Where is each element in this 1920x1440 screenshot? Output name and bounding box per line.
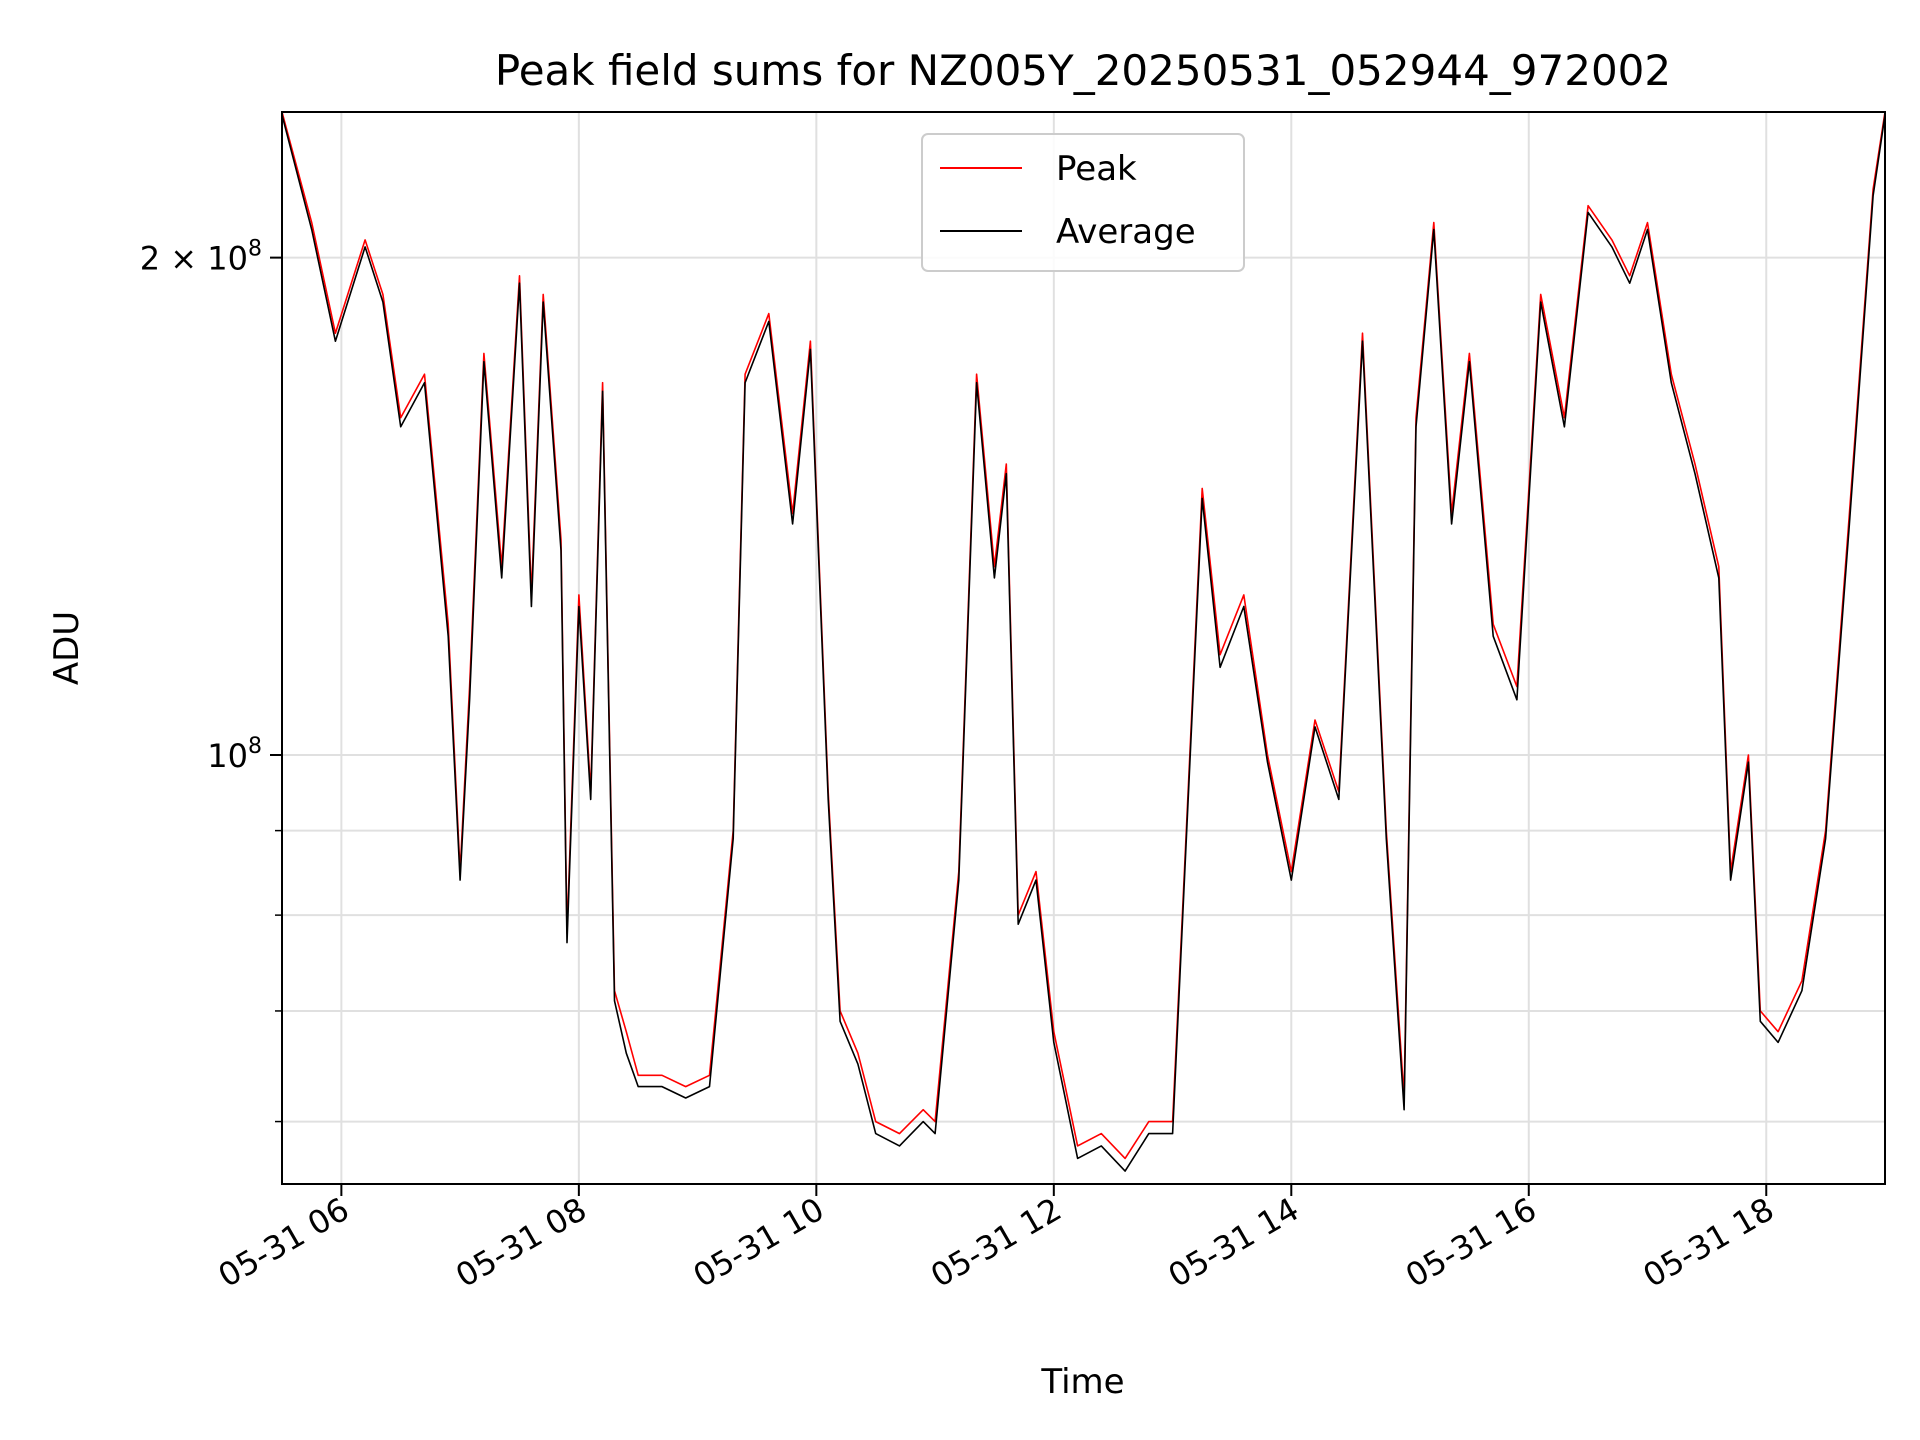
y-tick-label: 108 [207, 734, 262, 775]
series-line-average [282, 114, 1885, 1172]
legend-label-peak: Peak [1056, 149, 1137, 189]
series-layer [282, 112, 1885, 1172]
grid [282, 112, 1885, 1184]
chart-title: Peak field sums for NZ005Y_20250531_0529… [495, 46, 1671, 95]
y-axis-label: ADU [47, 611, 87, 685]
plot-frame [281, 111, 1886, 1185]
x-axis-label: Time [1040, 1362, 1124, 1402]
legend: Peak Average [921, 133, 1245, 272]
legend-label-average: Average [1056, 212, 1196, 252]
y-tick-label: 2 × 108 [140, 237, 262, 278]
